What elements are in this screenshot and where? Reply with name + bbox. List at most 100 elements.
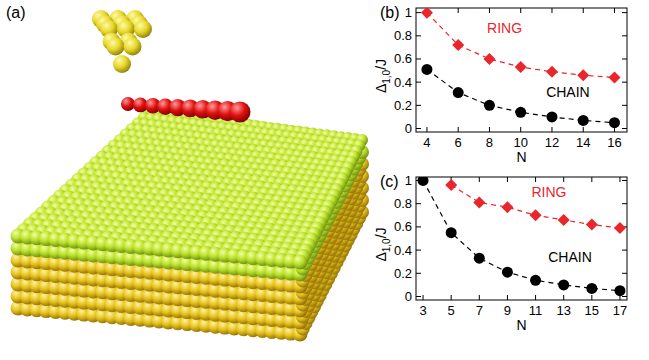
y-tick-label: 0 — [405, 121, 412, 136]
y-tick — [622, 296, 627, 297]
x-tick — [563, 177, 564, 182]
y-tick — [416, 250, 421, 251]
x-axis-title: N — [516, 317, 526, 333]
y-tick — [416, 226, 421, 227]
atom — [134, 20, 152, 38]
y-tick — [416, 273, 421, 274]
x-axis-title: N — [516, 149, 526, 165]
y-tick-label: 0.4 — [394, 75, 412, 90]
data-group — [418, 177, 626, 296]
x-tick — [583, 127, 584, 132]
marker — [445, 179, 457, 191]
x-tick-label: 12 — [545, 135, 559, 150]
atom — [121, 97, 135, 111]
marker — [577, 69, 589, 81]
marker — [530, 275, 541, 286]
y-axis-title-part: /J — [373, 59, 389, 70]
x-tick — [551, 8, 552, 13]
marker — [484, 100, 495, 111]
marker — [452, 39, 464, 51]
y-tick — [622, 105, 627, 106]
x-tick-label: 15 — [585, 303, 599, 318]
x-tick-label: 13 — [556, 303, 570, 318]
y-tick — [622, 128, 627, 129]
x-tick — [507, 177, 508, 182]
marker — [578, 115, 589, 126]
chart: 35791113151700.20.40.60.81NΔ1,0/J(c)RING… — [373, 173, 627, 333]
x-tick-label: 9 — [504, 303, 511, 318]
marker — [614, 285, 625, 296]
x-tick — [583, 8, 584, 13]
x-tick — [563, 295, 564, 300]
x-tick — [535, 177, 536, 182]
x-tick — [458, 127, 459, 132]
x-tick — [458, 8, 459, 13]
y-tick — [416, 105, 421, 106]
y-axis-title: Δ1,0/J — [373, 227, 392, 261]
marker — [421, 64, 432, 75]
series-label: CHAIN — [546, 84, 590, 100]
y-tick — [416, 296, 421, 297]
y-tick — [622, 35, 627, 36]
series-label: CHAIN — [548, 249, 592, 265]
x-tick — [591, 177, 592, 182]
x-tick-label: 16 — [607, 135, 621, 150]
y-tick-label: 0.2 — [394, 98, 412, 113]
y-tick-label: 0.8 — [394, 196, 412, 211]
y-tick-label: 0.4 — [394, 243, 412, 258]
figure: (a)4681012141600.20.40.60.81NΔ1,0/J(b)RI… — [0, 0, 649, 360]
x-tick-label: 17 — [613, 303, 627, 318]
y-axis-title-part: /J — [373, 227, 389, 238]
marker — [546, 111, 557, 122]
x-tick-label: 3 — [419, 303, 426, 318]
marker — [515, 61, 527, 73]
y-tick-label: 0.6 — [394, 51, 412, 66]
data-group — [421, 8, 621, 128]
atom — [293, 255, 308, 270]
x-tick — [614, 8, 615, 13]
x-tick — [489, 127, 490, 132]
y-axis-title-part: 1,0 — [381, 69, 392, 83]
x-tick — [479, 295, 480, 300]
series-line — [427, 69, 615, 122]
x-tick — [535, 295, 536, 300]
series-line — [427, 13, 615, 78]
panel-label: (a) — [6, 4, 26, 21]
y-axis-title-part: Δ — [373, 252, 389, 261]
y-tick — [622, 273, 627, 274]
y-tick — [622, 180, 627, 181]
x-tick — [489, 8, 490, 13]
x-tick — [423, 295, 424, 300]
marker — [515, 107, 526, 118]
marker — [586, 219, 598, 231]
marker — [530, 209, 542, 221]
y-tick — [416, 12, 421, 13]
x-tick-label: 14 — [576, 135, 590, 150]
atom — [230, 102, 251, 123]
y-tick — [622, 12, 627, 13]
series-label: RING — [487, 20, 522, 36]
y-tick — [416, 203, 421, 204]
panel-label: (b) — [380, 4, 400, 21]
y-tick-label: 0.2 — [394, 266, 412, 281]
x-tick-label: 7 — [476, 303, 483, 318]
y-axis-title: Δ1,0/J — [373, 59, 392, 93]
atom — [107, 38, 125, 56]
x-tick — [619, 177, 620, 182]
marker — [418, 177, 429, 186]
y-axis-title-part: Δ — [373, 84, 389, 93]
marker — [614, 222, 626, 234]
y-tick — [622, 58, 627, 59]
chart: 4681012141600.20.40.60.81NΔ1,0/J(b)RINGC… — [373, 4, 627, 165]
series-line — [423, 180, 620, 290]
x-tick — [520, 8, 521, 13]
atom — [113, 55, 131, 73]
y-tick — [622, 203, 627, 204]
y-tick — [416, 82, 421, 83]
x-tick — [551, 127, 552, 132]
marker — [558, 214, 570, 226]
marker — [446, 227, 457, 238]
illustration: (a) — [6, 4, 369, 342]
atom — [124, 38, 142, 56]
x-tick — [520, 127, 521, 132]
